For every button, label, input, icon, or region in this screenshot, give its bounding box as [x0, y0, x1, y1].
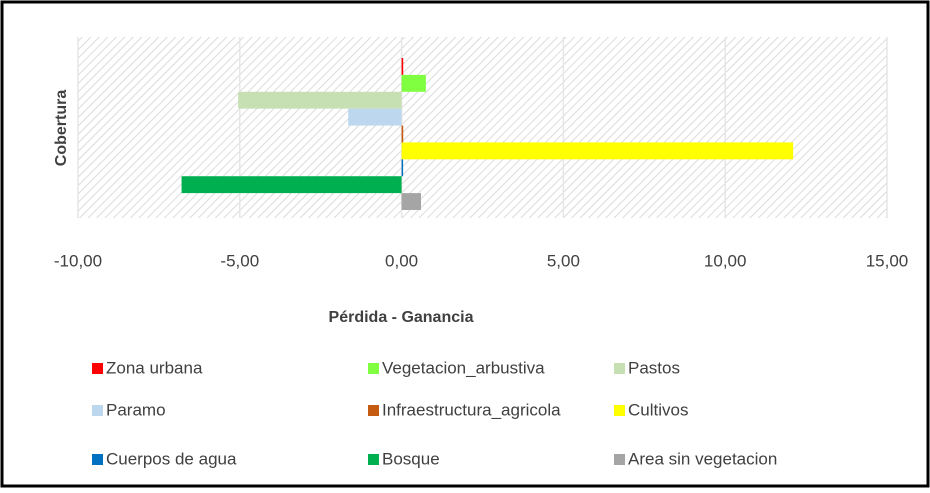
x-tick-label: 0,00 — [385, 251, 418, 270]
x-axis-title: Pérdida - Ganancia — [329, 309, 474, 326]
legend-swatch — [614, 454, 625, 465]
legend-swatch — [368, 454, 379, 465]
legend-label: Bosque — [382, 449, 440, 468]
legend-label: Vegetacion_arbustiva — [382, 358, 545, 377]
bar — [401, 193, 422, 210]
y-axis-title: Cobertura — [53, 90, 70, 167]
legend-label: Paramo — [106, 400, 166, 419]
legend-label: Zona urbana — [106, 358, 203, 377]
bar — [401, 142, 794, 160]
bar — [401, 58, 404, 75]
bar — [348, 108, 402, 126]
x-tick-label: -10,00 — [54, 251, 102, 270]
legend-swatch — [368, 405, 379, 416]
bar — [401, 159, 404, 177]
legend-label: Infraestructura_agricola — [382, 400, 561, 419]
bar — [401, 74, 426, 92]
legend-label: Area sin vegetacion — [628, 449, 777, 468]
legend-label: Cultivos — [628, 400, 688, 419]
legend-swatch — [368, 363, 379, 374]
bar — [401, 125, 404, 143]
x-tick-label: 10,00 — [704, 251, 747, 270]
bar — [238, 91, 402, 109]
legend-swatch — [614, 363, 625, 374]
x-tick-label: 5,00 — [547, 251, 580, 270]
x-tick-label: 15,00 — [866, 251, 909, 270]
legend-label: Cuerpos de agua — [106, 449, 237, 468]
legend-swatch — [92, 363, 103, 374]
x-tick-label: -5,00 — [220, 251, 259, 270]
legend-swatch — [614, 405, 625, 416]
legend-swatch — [92, 454, 103, 465]
bar — [181, 176, 402, 194]
legend-label: Pastos — [628, 358, 680, 377]
legend-swatch — [92, 405, 103, 416]
